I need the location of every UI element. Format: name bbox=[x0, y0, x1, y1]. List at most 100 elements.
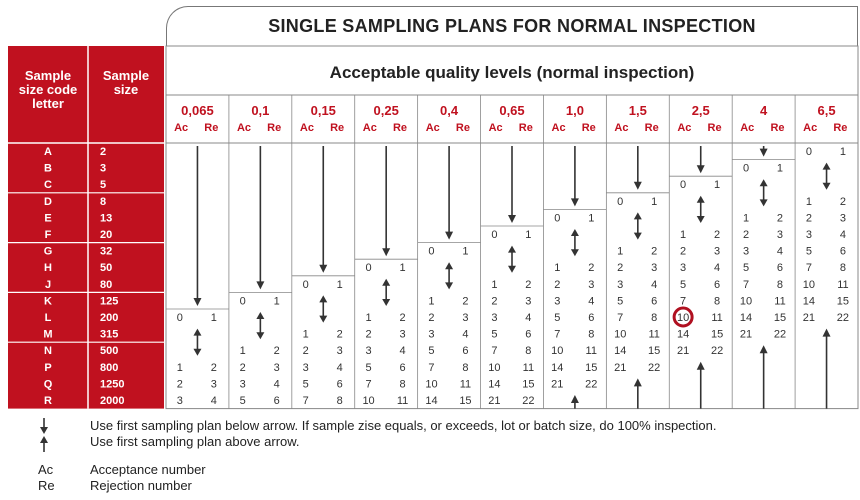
re-value: 15 bbox=[837, 295, 849, 307]
re-value: 2 bbox=[588, 262, 594, 274]
ac-value: 2 bbox=[366, 329, 372, 341]
ac-value: 21 bbox=[677, 345, 689, 357]
re-label: Re bbox=[770, 122, 784, 134]
re-value: 22 bbox=[837, 312, 849, 324]
down-arrow-icon bbox=[445, 282, 454, 290]
re-value: 11 bbox=[774, 295, 785, 307]
ac-value: 2 bbox=[680, 246, 686, 258]
re-value: 11 bbox=[837, 279, 848, 291]
re-value: 2 bbox=[337, 329, 343, 341]
re-value: 4 bbox=[274, 378, 280, 390]
ac-label: Ac bbox=[803, 122, 817, 134]
row-sample-size: 8 bbox=[100, 196, 106, 208]
ac-value: 7 bbox=[806, 262, 812, 274]
ac-value: 2 bbox=[240, 362, 246, 374]
aql-level: 0,15 bbox=[311, 103, 336, 118]
re-value: 15 bbox=[648, 345, 660, 357]
aql-level: 0,4 bbox=[440, 103, 459, 118]
down-arrow-icon bbox=[570, 249, 579, 257]
up-arrow-icon bbox=[633, 212, 642, 220]
ac-value: 10 bbox=[488, 362, 500, 374]
ac-value: 7 bbox=[743, 279, 749, 291]
up-arrow-icon bbox=[40, 436, 48, 452]
row-sample-size: 200 bbox=[100, 312, 118, 324]
re-value: 11 bbox=[523, 362, 534, 374]
ac-label: Ac bbox=[300, 122, 314, 134]
ac-value: 7 bbox=[366, 378, 372, 390]
re-value: 22 bbox=[522, 395, 534, 407]
ac-label: Ac bbox=[552, 122, 566, 134]
ac-value: 7 bbox=[617, 312, 623, 324]
down-arrow-icon bbox=[508, 265, 516, 273]
ac-label: Ac bbox=[740, 122, 754, 134]
ac-label: Ac bbox=[174, 122, 188, 134]
ac-value: 5 bbox=[428, 345, 434, 357]
ac-value: 5 bbox=[240, 395, 246, 407]
down-arrow-icon bbox=[319, 315, 328, 323]
re-value: 2 bbox=[274, 345, 280, 357]
re-value: 2 bbox=[399, 312, 405, 324]
re-value: 8 bbox=[714, 295, 720, 307]
row-code-letter: L bbox=[45, 312, 52, 324]
row-sample-size: 125 bbox=[100, 295, 118, 307]
re-value: 6 bbox=[777, 262, 783, 274]
table-frame bbox=[165, 45, 859, 410]
re-value: 4 bbox=[651, 279, 657, 291]
row-code-letter: Q bbox=[44, 378, 53, 390]
re-value: 3 bbox=[714, 246, 720, 258]
row-code-letter: J bbox=[45, 279, 51, 291]
left-red-panel bbox=[8, 46, 164, 409]
ac-value: 7 bbox=[491, 345, 497, 357]
row-sample-size: 50 bbox=[100, 262, 112, 274]
re-value: 1 bbox=[714, 179, 720, 191]
re-value: 6 bbox=[337, 378, 343, 390]
re-value: 8 bbox=[337, 395, 343, 407]
aql-level: 0,065 bbox=[181, 103, 214, 118]
ac-value: 0 bbox=[428, 246, 434, 258]
aql-level: 1,5 bbox=[629, 103, 647, 118]
down-arrow-icon bbox=[508, 215, 516, 223]
re-value: 1 bbox=[399, 262, 405, 274]
re-value: 4 bbox=[714, 262, 720, 274]
ac-value: 0 bbox=[491, 229, 497, 241]
ac-value: 1 bbox=[303, 329, 309, 341]
row-sample-size: 32 bbox=[100, 246, 112, 258]
ac-value: 0 bbox=[240, 295, 246, 307]
re-value: 15 bbox=[522, 378, 534, 390]
row-code-letter: R bbox=[44, 395, 52, 407]
ac-value: 7 bbox=[554, 329, 560, 341]
row-code-letter: G bbox=[44, 246, 53, 258]
legend-arrow-down-text: Use first sampling plan below arrow. If … bbox=[90, 418, 717, 433]
ac-value: 2 bbox=[806, 212, 812, 224]
row-code-letter: A bbox=[44, 146, 52, 158]
re-value: 1 bbox=[211, 312, 217, 324]
ac-value: 3 bbox=[428, 329, 434, 341]
re-value: 6 bbox=[525, 329, 531, 341]
ac-value: 3 bbox=[177, 395, 183, 407]
ac-value: 1 bbox=[680, 229, 686, 241]
ac-value: 3 bbox=[491, 312, 497, 324]
re-label: Re bbox=[330, 122, 344, 134]
legend-arrow-up-text: Use first sampling plan above arrow. bbox=[90, 434, 300, 449]
re-value: 1 bbox=[274, 295, 280, 307]
aql-level: 1,0 bbox=[566, 103, 584, 118]
legend-re-key: Re bbox=[38, 478, 55, 493]
row-code-letter: F bbox=[45, 229, 52, 241]
up-arrow-icon bbox=[822, 162, 831, 170]
ac-value: 10 bbox=[425, 378, 437, 390]
page-title: SINGLE SAMPLING PLANS FOR NORMAL INSPECT… bbox=[166, 6, 858, 46]
ac-value: 21 bbox=[488, 395, 500, 407]
re-value: 3 bbox=[588, 279, 594, 291]
re-value: 3 bbox=[337, 345, 343, 357]
row-code-letter: N bbox=[44, 345, 52, 357]
ac-value: 3 bbox=[680, 262, 686, 274]
down-arrow-icon bbox=[445, 231, 454, 240]
ac-value: 7 bbox=[680, 295, 686, 307]
re-value: 8 bbox=[840, 262, 846, 274]
ac-value: 1 bbox=[806, 196, 812, 208]
re-value: 6 bbox=[588, 312, 594, 324]
re-value: 8 bbox=[399, 378, 405, 390]
aql-header: Acceptable quality levels (normal inspec… bbox=[330, 63, 695, 82]
ac-value: 2 bbox=[617, 262, 623, 274]
row-sample-size: 20 bbox=[100, 229, 112, 241]
